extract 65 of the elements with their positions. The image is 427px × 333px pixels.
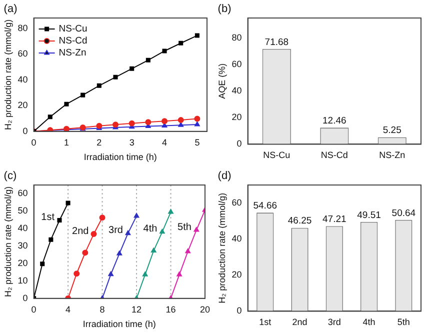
y-tick-label: 0: [22, 292, 28, 303]
x-tick-label: 2: [96, 137, 102, 148]
x-tick-label: 2nd: [292, 317, 308, 328]
x-tick-label: 4th: [362, 317, 376, 328]
y-axis-title: H₂ production rate (mmol/g): [2, 19, 13, 130]
x-tick-label: 4: [66, 304, 71, 314]
data-label: 46.25: [288, 216, 312, 227]
y-tick-label: 80: [232, 32, 242, 42]
legend-label: NS-Zn: [58, 48, 86, 59]
legend-label: NS-Cu: [58, 24, 88, 35]
x-axis-title: Irradiation time (h): [82, 319, 156, 330]
y-axis-title: H₂ production rate (mmol/g): [2, 186, 13, 297]
y-tick-label: 40: [18, 223, 28, 234]
chart-title: (a): [4, 3, 18, 15]
x-tick-label: 3: [129, 137, 134, 148]
y-axis-title: AQE (%): [216, 63, 227, 99]
legend-label: NS-Cd: [58, 36, 88, 47]
x-tick-label: 20: [200, 304, 210, 314]
y-tick-label: 40: [232, 234, 242, 244]
chart-title: (d): [218, 170, 232, 182]
data-label: 12.46: [322, 116, 346, 127]
data-label: 71.68: [264, 36, 289, 48]
x-tick-label: 16: [166, 304, 176, 314]
y-tick-label: 60: [18, 188, 28, 198]
x-tick-label: 5: [194, 137, 200, 148]
chart-title: (b): [218, 3, 232, 15]
y-tick-label: 30: [18, 240, 28, 251]
data-label: 5.25: [382, 125, 402, 136]
chart-title: (c): [4, 170, 17, 182]
x-tick-label: NS-Cd: [320, 150, 348, 160]
x-tick-label: 3rd: [328, 317, 341, 328]
x-tick-label: 0: [31, 137, 36, 148]
y-axis-title: H₂ production rate (mmol/g): [216, 192, 227, 304]
x-tick-label: 1: [64, 137, 69, 148]
y-tick-label: 50: [18, 206, 28, 216]
data-label: 54.66: [253, 200, 278, 212]
y-tick-label: 0: [22, 126, 28, 136]
x-tick-label: 12: [132, 304, 142, 314]
y-tick-label: 20: [18, 258, 28, 268]
x-tick-label: NS-Zn: [379, 150, 406, 160]
y-tick-label: 40: [232, 86, 242, 96]
data-label: 47.21: [322, 214, 346, 225]
y-tick-label: 40: [18, 74, 28, 84]
x-tick-label: 1st: [259, 317, 272, 328]
series-label: 3rd: [108, 225, 123, 236]
series-label: 4th: [143, 224, 158, 235]
series-label: 5th: [178, 222, 192, 233]
x-tick-label: 5th: [397, 317, 410, 328]
x-tick-label: 0: [31, 304, 36, 314]
y-tick-label: 20: [232, 112, 242, 122]
y-tick-label: 60: [232, 58, 242, 69]
y-tick-label: 20: [232, 270, 242, 280]
y-tick-label: 60: [232, 198, 242, 208]
data-label: 49.51: [357, 210, 381, 221]
x-tick-label: 4: [162, 137, 168, 148]
y-tick-label: 10: [18, 275, 28, 286]
x-axis-title: Irradiation time (h): [84, 152, 157, 162]
x-tick-label: 8: [100, 304, 105, 314]
data-label: 50.64: [392, 208, 416, 219]
series-label: 1st: [41, 212, 55, 223]
series-label: 2nd: [72, 226, 89, 237]
y-tick-label: 60: [18, 48, 28, 59]
y-tick-label: 80: [18, 22, 28, 33]
x-tick-label: NS-Cu: [263, 150, 290, 160]
y-tick-label: 20: [18, 100, 28, 110]
